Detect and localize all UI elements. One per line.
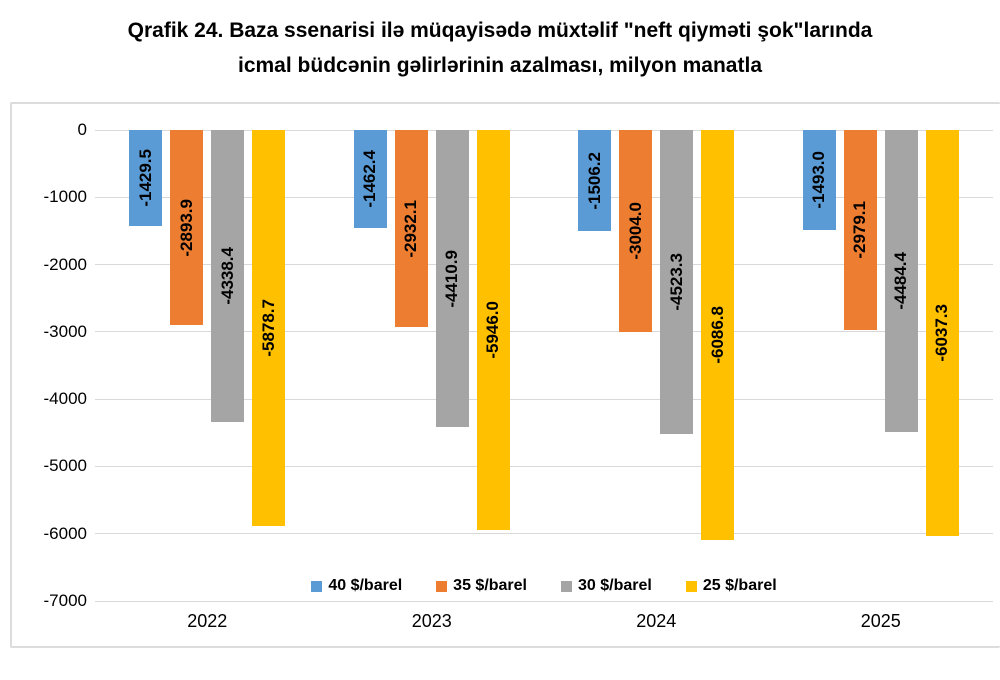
bar: -1493.0 <box>802 130 836 231</box>
y-axis-label: -1000 <box>43 187 87 207</box>
bar: -1462.4 <box>353 130 387 229</box>
bar-group-2022: -1429.5 -2893.9 -4338.4 -5878.7 <box>95 130 320 601</box>
bar-value-label: -2893.9 <box>176 198 196 257</box>
bar: -2893.9 <box>170 130 204 325</box>
y-axis-label: -6000 <box>43 523 87 543</box>
bar-value-label: -2932.1 <box>401 199 421 258</box>
chart-title-line2: icmal büdcənin gəlirlərinin azalması, mi… <box>238 54 762 77</box>
legend-item: 40 $/barel <box>311 577 402 595</box>
chart-frame: 0 -1000 -2000 -3000 -4000 -5000 -6000 -7000 -142… <box>10 102 1000 648</box>
bar: -6037.3 <box>925 130 959 537</box>
legend-swatch <box>311 580 323 592</box>
bar: -1429.5 <box>129 130 163 227</box>
y-axis-label: -5000 <box>43 456 87 476</box>
plot-area: 0 -1000 -2000 -3000 -4000 -5000 -6000 -7000 -142… <box>44 120 994 610</box>
gridline <box>95 398 993 400</box>
bar-group-2023: -1462.4 -2932.1 -4410.9 -5946.0 <box>320 130 545 601</box>
legend-label: 30 $/barel <box>578 577 652 594</box>
gridline <box>95 196 993 198</box>
y-axis-label: 0 <box>77 120 87 139</box>
gridline <box>95 600 993 602</box>
bar-value-label: -4484.4 <box>891 252 911 310</box>
x-axis-label: 2025 <box>860 611 901 631</box>
gridline <box>95 331 993 333</box>
bar-value-label: -2979.1 <box>850 201 870 260</box>
bar: -4410.9 <box>435 130 469 427</box>
chart-title: Qrafik 24. Baza ssenarisi ilə müqayisədə… <box>0 13 1000 83</box>
gridline <box>95 264 993 266</box>
bar: -1506.2 <box>578 130 612 232</box>
legend-label: 25 $/barel <box>702 577 777 594</box>
bar-value-label: -1429.5 <box>135 149 155 207</box>
bar-value-label: -6037.3 <box>932 304 952 362</box>
bar-value-label: -5946.0 <box>483 301 503 359</box>
bar: -5946.0 <box>476 130 510 531</box>
legend-swatch <box>436 580 448 592</box>
bar-value-label: -3004.0 <box>625 202 645 260</box>
legend-label: 35 $/barel <box>453 577 527 594</box>
legend-item: 25 $/barel <box>685 577 777 595</box>
legend: 40 $/barel 35 $/barel 30 $/barel 25 $/barel <box>95 575 993 597</box>
bar-value-label: -1506.2 <box>584 151 604 210</box>
x-axis-labels: 2022 2023 2024 2025 <box>95 611 993 632</box>
bar-value-label: -1493.0 <box>809 151 829 210</box>
bar: -2979.1 <box>843 130 877 331</box>
chart-title-line1: Qrafik 24. Baza ssenarisi ilə müqayisədə… <box>127 19 873 42</box>
legend-swatch <box>685 580 697 592</box>
y-axis-label: -3000 <box>43 321 87 341</box>
gridline <box>95 533 993 535</box>
bar-group-2024: -1506.2 -3004.0 -4523.3 -6086.8 <box>544 130 769 601</box>
bar-value-label: -4410.9 <box>442 249 462 308</box>
bar: -4338.4 <box>211 130 245 422</box>
x-axis-label: 2022 <box>187 611 228 631</box>
bar: -4523.3 <box>660 130 694 435</box>
x-axis-label: 2024 <box>636 611 677 631</box>
y-axis-label: -7000 <box>43 591 87 610</box>
y-axis-label: -2000 <box>43 254 87 274</box>
x-axis-label: 2023 <box>411 611 452 631</box>
bar: -4484.4 <box>884 130 918 432</box>
bar: -3004.0 <box>619 130 653 333</box>
legend-swatch <box>561 580 572 592</box>
legend-item: 35 $/barel <box>436 577 527 595</box>
bar: -2932.1 <box>394 130 428 328</box>
bar: -6086.8 <box>701 130 735 540</box>
bar: -5878.7 <box>252 130 286 526</box>
bar-value-label: -1462.4 <box>360 150 380 209</box>
y-axis-label: -4000 <box>43 389 87 409</box>
gridline <box>95 129 993 131</box>
gridline <box>95 465 993 467</box>
legend-label: 40 $/barel <box>328 577 403 594</box>
bar-value-label: -6086.8 <box>707 305 727 364</box>
bar-value-label: -4338.4 <box>217 247 237 305</box>
bar-group-2025: -1493.0 -2979.1 -4484.4 -6037.3 <box>769 130 994 601</box>
bar-value-label: -5878.7 <box>258 298 278 357</box>
bar-value-label: -4523.3 <box>666 253 686 311</box>
legend-item: 30 $/barel <box>561 577 652 595</box>
